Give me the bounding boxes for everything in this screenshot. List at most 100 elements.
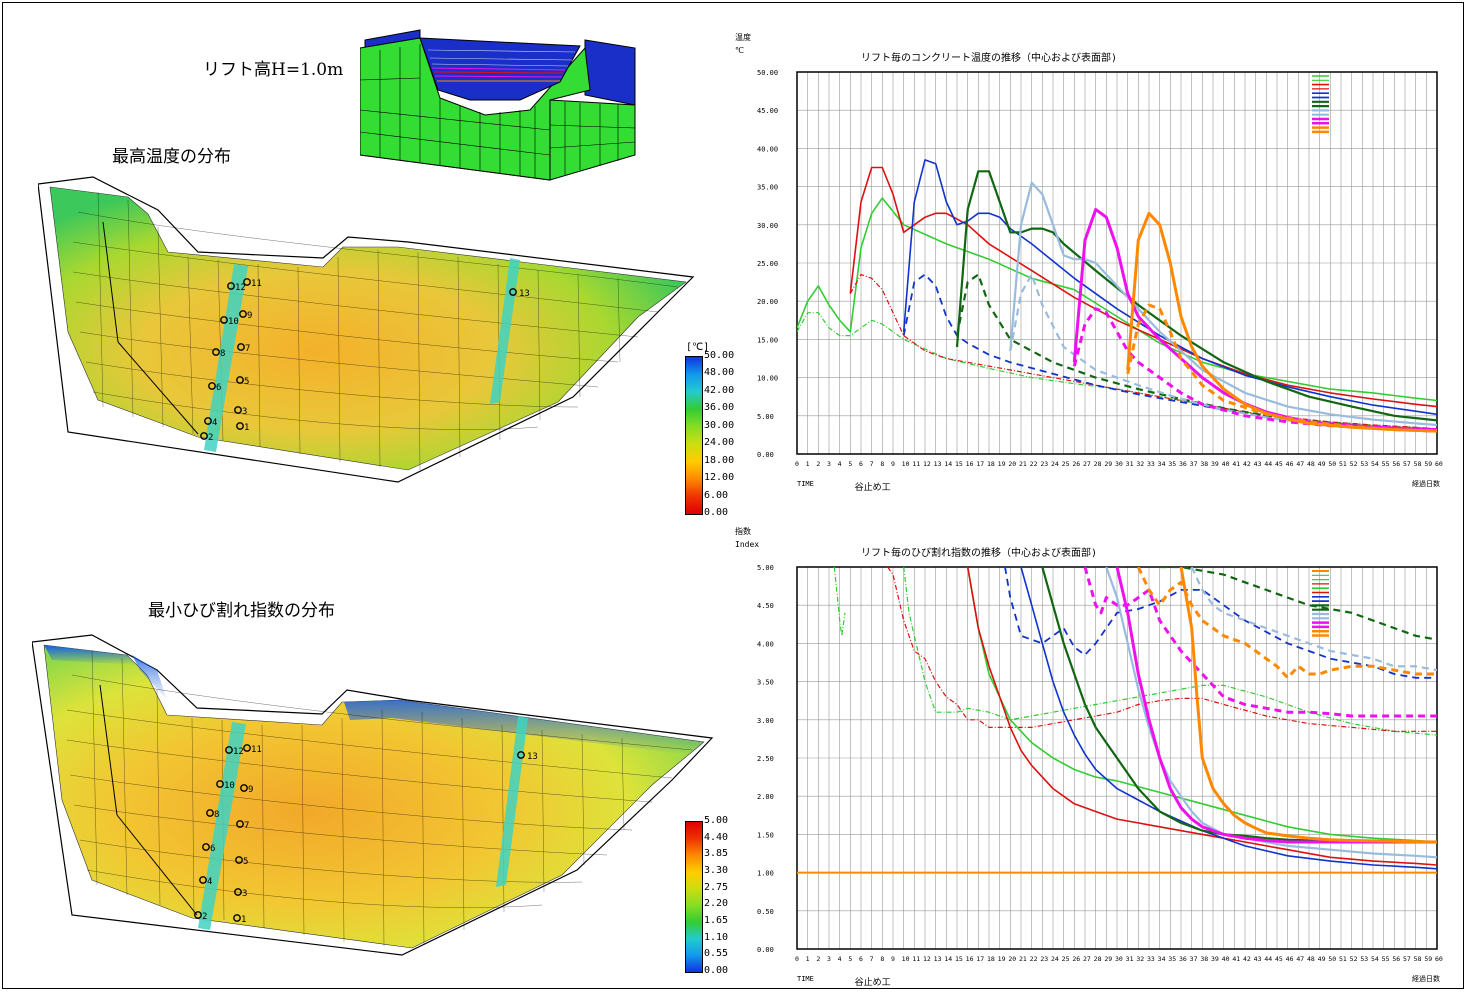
measure-point-label: 3 [242, 407, 247, 417]
measure-point [234, 406, 242, 414]
x-tick-label: 1 [806, 955, 810, 963]
measure-point [517, 751, 525, 759]
measure-point [204, 417, 212, 425]
x-tick-label: 15 [955, 460, 963, 468]
x-tick-label: 12 [923, 955, 931, 963]
measure-point [220, 316, 228, 324]
x-tick-label: 51 [1339, 460, 1347, 468]
x-tick-label: 46 [1286, 460, 1294, 468]
x-tick-label: 9 [891, 955, 895, 963]
mesh-model-3d [360, 29, 636, 181]
x-tick-label: 2 [816, 460, 820, 468]
series-line [902, 273, 1437, 431]
x-tick-label: 60 [1435, 955, 1443, 963]
series-line [1126, 303, 1437, 433]
crack-scale-bar [685, 821, 703, 973]
measure-point-label: 9 [247, 311, 252, 321]
measure-point [235, 856, 243, 864]
x-tick-label: 35 [1168, 460, 1176, 468]
x-tick-label: 34 [1158, 460, 1166, 468]
scale-label: 36.00 [704, 402, 735, 414]
y-tick-label: 20.00 [757, 298, 778, 306]
x-tick-label: 0 [795, 955, 799, 963]
measure-point-label: 10 [224, 781, 235, 791]
x-tick-label: 5 [848, 955, 852, 963]
legend [1312, 75, 1329, 134]
scale-label: 4.40 [704, 831, 729, 843]
x-axis-caption: 谷止め工 [855, 976, 891, 988]
measure-point [227, 282, 235, 290]
measure-point [240, 784, 248, 792]
x-tick-label: 29 [1104, 955, 1112, 963]
measure-point [509, 288, 517, 296]
x-tick-label: 58 [1414, 460, 1422, 468]
x-tick-label: 1 [806, 460, 810, 468]
y-tick-label: 2.50 [757, 755, 774, 763]
scale-label: 1.10 [704, 931, 729, 943]
scale-label: 2.20 [704, 898, 729, 910]
measure-point [199, 876, 207, 884]
x-tick-label: 4 [838, 955, 842, 963]
x-tick-label: 32 [1136, 460, 1144, 468]
x-tick-label: 12 [923, 460, 931, 468]
x-tick-label: 25 [1062, 460, 1070, 468]
x-tick-label: 43 [1254, 955, 1262, 963]
x-tick-label: 18 [987, 460, 995, 468]
temp-color-scale: [℃] 50.00 48.00 42.00 36.00 30.00 24.00 18.00 1… [682, 342, 752, 518]
x-tick-label: 55 [1382, 460, 1390, 468]
measure-point-label: 8 [214, 810, 219, 820]
x-tick-label: 6 [859, 955, 863, 963]
x-axis-title: 経過日数 [1412, 479, 1440, 488]
measure-point [208, 382, 216, 390]
x-tick-label: 46 [1286, 955, 1294, 963]
x-tick-label: 52 [1350, 955, 1358, 963]
series-line [1190, 567, 1437, 672]
measure-point-label: 11 [251, 279, 262, 289]
measure-point [243, 278, 251, 286]
x-tick-label: 51 [1339, 955, 1347, 963]
y-tick-label: 4.00 [757, 640, 774, 648]
series-line [955, 170, 1437, 422]
x-tick-label: 37 [1190, 460, 1198, 468]
x-tick-label: 10 [902, 955, 910, 963]
x-tick-label: 28 [1094, 460, 1102, 468]
x-tick-label: 20 [1008, 460, 1016, 468]
x-tick-label: 32 [1136, 955, 1144, 963]
x-tick-label: 19 [998, 955, 1006, 963]
x-tick-label: 3 [827, 460, 831, 468]
measure-point-label: 11 [251, 745, 262, 755]
x-tick-label: 53 [1360, 955, 1368, 963]
x-tick-label: 55 [1382, 955, 1390, 963]
x-tick-label: 54 [1371, 460, 1379, 468]
x-axis-title: 経過日数 [1412, 974, 1440, 983]
series-line [849, 166, 1437, 408]
x-tick-label: 44 [1264, 955, 1272, 963]
x-tick-label: 59 [1424, 955, 1432, 963]
x-tick-label: 41 [1232, 460, 1240, 468]
x-tick-label: 45 [1275, 955, 1283, 963]
series-line [1083, 567, 1437, 718]
x-tick-label: 7 [870, 955, 874, 963]
measure-point [236, 422, 244, 430]
x-tick-label: 53 [1360, 460, 1368, 468]
x-tick-label: 36 [1179, 955, 1187, 963]
x-tick-label: 22 [1030, 955, 1038, 963]
x-tick-label: 37 [1190, 955, 1198, 963]
x-tick-label: 24 [1051, 955, 1059, 963]
x-tick-label: 56 [1392, 955, 1400, 963]
x-tick-label: 9 [891, 460, 895, 468]
x-tick-label: 0 [795, 460, 799, 468]
x-tick-label: 13 [934, 955, 942, 963]
x-tick-label: 38 [1200, 955, 1208, 963]
measure-point [243, 744, 251, 752]
x-tick-label: 10 [902, 460, 910, 468]
x-tick-label: 42 [1243, 460, 1251, 468]
x-tick-label: 57 [1403, 460, 1411, 468]
chart-title: リフト毎のコンクリート温度の推移（中心および表面部) [861, 51, 1117, 64]
y-tick-label: 5.00 [757, 564, 774, 572]
x-tick-label: 48 [1307, 460, 1315, 468]
series-line [1020, 567, 1437, 870]
x-tick-label: 15 [955, 955, 963, 963]
plot-frame [796, 71, 1438, 455]
